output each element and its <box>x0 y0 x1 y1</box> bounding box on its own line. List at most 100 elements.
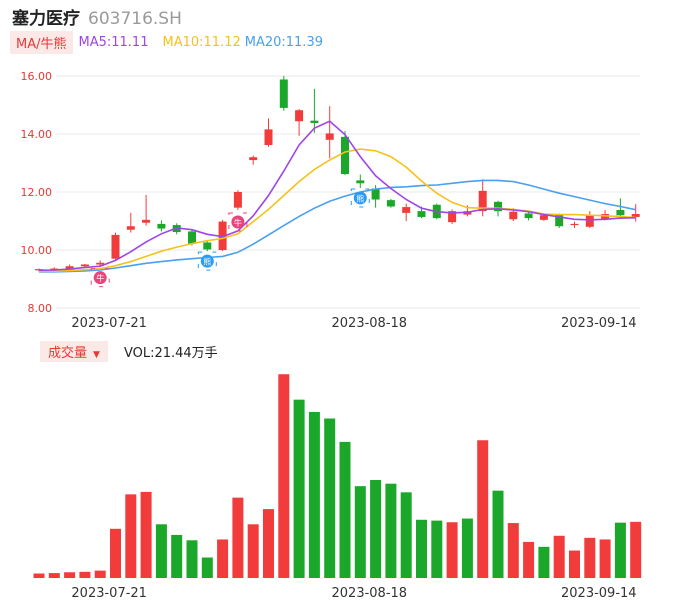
volume-bar <box>538 546 550 578</box>
volume-bar <box>64 572 76 578</box>
volume-bar <box>217 539 229 578</box>
bull-signal-marker <box>231 215 245 229</box>
volume-bar <box>33 573 45 578</box>
candle-body <box>478 190 487 212</box>
signal-label: 牛 <box>96 273 104 283</box>
y-tick-label: 14.00 <box>21 128 53 141</box>
candle-body <box>356 180 365 184</box>
signal-frame <box>228 212 248 232</box>
candle-body <box>585 214 594 227</box>
candle-body <box>386 200 395 207</box>
volume-bar <box>630 521 642 578</box>
signal-label: 熊 <box>356 193 364 203</box>
volume-bar <box>416 519 427 578</box>
signal-label: 熊 <box>203 257 211 267</box>
dropdown-arrow-icon: ▼ <box>93 349 100 360</box>
volume-bar <box>492 490 504 578</box>
volume-bar <box>324 418 336 578</box>
candle-body <box>142 219 151 223</box>
volume-bar <box>339 441 351 578</box>
y-tick-label: 12.00 <box>21 186 53 199</box>
candle-body <box>539 215 548 220</box>
volume-bar <box>263 509 274 578</box>
volume-bar <box>523 541 535 578</box>
volume-bar <box>584 537 596 578</box>
x-tick-label: 2023-09-14 <box>561 586 637 601</box>
candle-body <box>616 209 625 216</box>
volume-bar <box>48 573 60 578</box>
price-axis: 8.00 10.00 12.00 14.00 16.00 <box>21 70 53 315</box>
x-tick-label: 2023-08-18 <box>332 316 408 331</box>
volume-bar <box>461 518 473 578</box>
candle-body <box>631 214 640 217</box>
signal-frame <box>197 251 217 271</box>
volume-bar <box>125 494 137 578</box>
volume-bar <box>171 534 183 578</box>
ma-indicator-selector[interactable]: MA/牛熊 <box>10 30 73 54</box>
bear-signal-marker <box>200 254 214 268</box>
moving-average-lines <box>38 120 636 273</box>
volume-bar <box>354 486 366 578</box>
volume-value: VOL:21.44万手 <box>123 345 218 361</box>
candle-body <box>448 211 457 223</box>
signal-frame <box>90 268 110 288</box>
x-tick-label: 2023-08-18 <box>332 586 408 601</box>
candle-body <box>295 110 304 122</box>
volume-bar <box>110 528 121 578</box>
ma20-value: MA20:11.39 <box>244 34 323 50</box>
candle-body <box>494 201 502 212</box>
price-grid <box>56 75 640 309</box>
candle-body <box>310 120 319 123</box>
volume-legend: 成交量 ▼ VOL:21.44万手 <box>40 340 218 362</box>
candle-body <box>96 262 105 265</box>
candle-body <box>188 231 196 244</box>
volume-bar <box>247 524 259 578</box>
x-tick-label: 2023-07-21 <box>71 316 147 331</box>
volume-bar <box>614 522 626 578</box>
y-tick-label: 10.00 <box>21 244 53 257</box>
candle-body <box>264 129 273 146</box>
ma10-value: MA10:11.12 <box>162 34 241 50</box>
candle-body <box>570 223 579 226</box>
volume-bars <box>33 374 642 578</box>
volume-bar <box>308 411 320 578</box>
signal-frame <box>350 188 370 208</box>
candle-body <box>601 214 610 220</box>
volume-bar <box>201 557 213 578</box>
candle-body <box>203 242 212 250</box>
volume-bar <box>155 524 167 578</box>
date-axis: 2023-07-21 2023-08-18 2023-09-14 <box>71 316 636 331</box>
volume-bar <box>431 520 443 578</box>
candle-body <box>50 268 59 270</box>
volume-bar <box>94 570 106 578</box>
candle-body <box>279 79 288 108</box>
x-tick-label: 2023-07-21 <box>71 586 147 601</box>
candlesticks <box>35 76 640 272</box>
candle-body <box>417 211 426 217</box>
candle-body <box>126 226 135 230</box>
volume-bar <box>186 540 198 578</box>
volume-tag-label: 成交量 <box>48 345 88 361</box>
volume-bar <box>599 539 611 578</box>
volume-indicator-selector[interactable]: 成交量 ▼ <box>40 340 108 362</box>
bull-signal-marker <box>93 271 107 285</box>
stock-name: 塞力医疗 <box>12 9 80 29</box>
candle-body <box>65 266 74 269</box>
candle-body <box>80 264 89 267</box>
ma5-value: MA5:11.11 <box>78 34 149 50</box>
candle-body <box>111 234 120 259</box>
candle-body <box>371 188 380 200</box>
candle-body <box>341 136 349 175</box>
signal-label: 牛 <box>234 217 242 227</box>
candle-body <box>402 207 411 213</box>
stock-code: 603716.SH <box>88 9 182 29</box>
candle-body <box>509 211 518 220</box>
stock-header: 塞力医疗 603716.SH <box>12 4 182 29</box>
candle-body <box>249 157 258 161</box>
volume-date-axis: 2023-07-21 2023-08-18 2023-09-14 <box>71 586 636 601</box>
volume-bar <box>278 374 290 578</box>
volume-bar <box>232 497 244 578</box>
volume-bar <box>79 571 91 578</box>
